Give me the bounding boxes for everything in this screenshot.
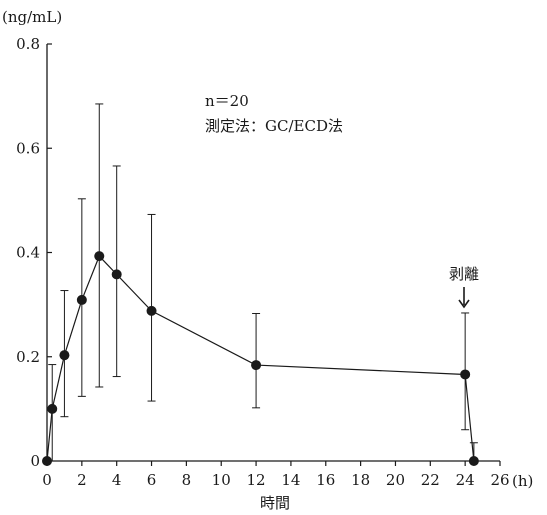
data-point <box>47 403 58 414</box>
y-axis-title: (ng/mL) <box>2 8 62 26</box>
y-ticks: 0 0.2 0.4 0.6 0.8 <box>16 35 52 470</box>
series-line <box>46 255 475 462</box>
y-tick-label: 0.6 <box>16 139 40 157</box>
x-ticks: 0 2 4 6 8 10 12 14 16 18 20 22 24 26 <box>42 461 510 489</box>
x-tick-label: 20 <box>386 471 405 489</box>
data-point <box>111 269 122 280</box>
annotation-method: 測定法：GC/ECD法 <box>205 117 343 135</box>
data-point <box>59 350 70 361</box>
down-arrow-icon <box>458 299 470 309</box>
y-tick-label: 0.2 <box>16 348 40 366</box>
data-point <box>76 294 87 305</box>
x-tick-label: 10 <box>212 471 231 489</box>
x-tick-label: 12 <box>247 471 266 489</box>
y-tick-label: 0.4 <box>16 244 40 262</box>
data-point <box>42 456 52 466</box>
x-tick-label: 8 <box>182 471 192 489</box>
x-tick-label: 16 <box>316 471 335 489</box>
peel-off-marker: 剥離 <box>449 265 479 309</box>
x-tick-label: 6 <box>147 471 157 489</box>
peel-off-label: 剥離 <box>449 265 479 283</box>
data-point <box>460 369 471 380</box>
data-point <box>94 251 105 262</box>
data-point <box>146 305 157 316</box>
axes <box>46 44 500 462</box>
x-tick-label: 4 <box>112 471 122 489</box>
x-tick-label: 18 <box>351 471 370 489</box>
x-tick-label: 2 <box>77 471 87 489</box>
series <box>42 103 479 466</box>
x-tick-label: 22 <box>421 471 440 489</box>
y-tick-label: 0 <box>30 452 40 470</box>
y-tick-label: 0.8 <box>16 35 40 53</box>
x-tick-label: 26 <box>490 471 509 489</box>
data-point <box>468 456 479 466</box>
x-tick-label: 0 <box>42 471 52 489</box>
x-axis-unit: (h) <box>512 472 533 490</box>
x-tick-label: 24 <box>456 471 475 489</box>
x-tick-label: 14 <box>281 471 300 489</box>
annotation-n: n＝20 <box>205 92 249 110</box>
data-point <box>251 360 262 371</box>
x-axis-title: 時間 <box>260 494 290 512</box>
